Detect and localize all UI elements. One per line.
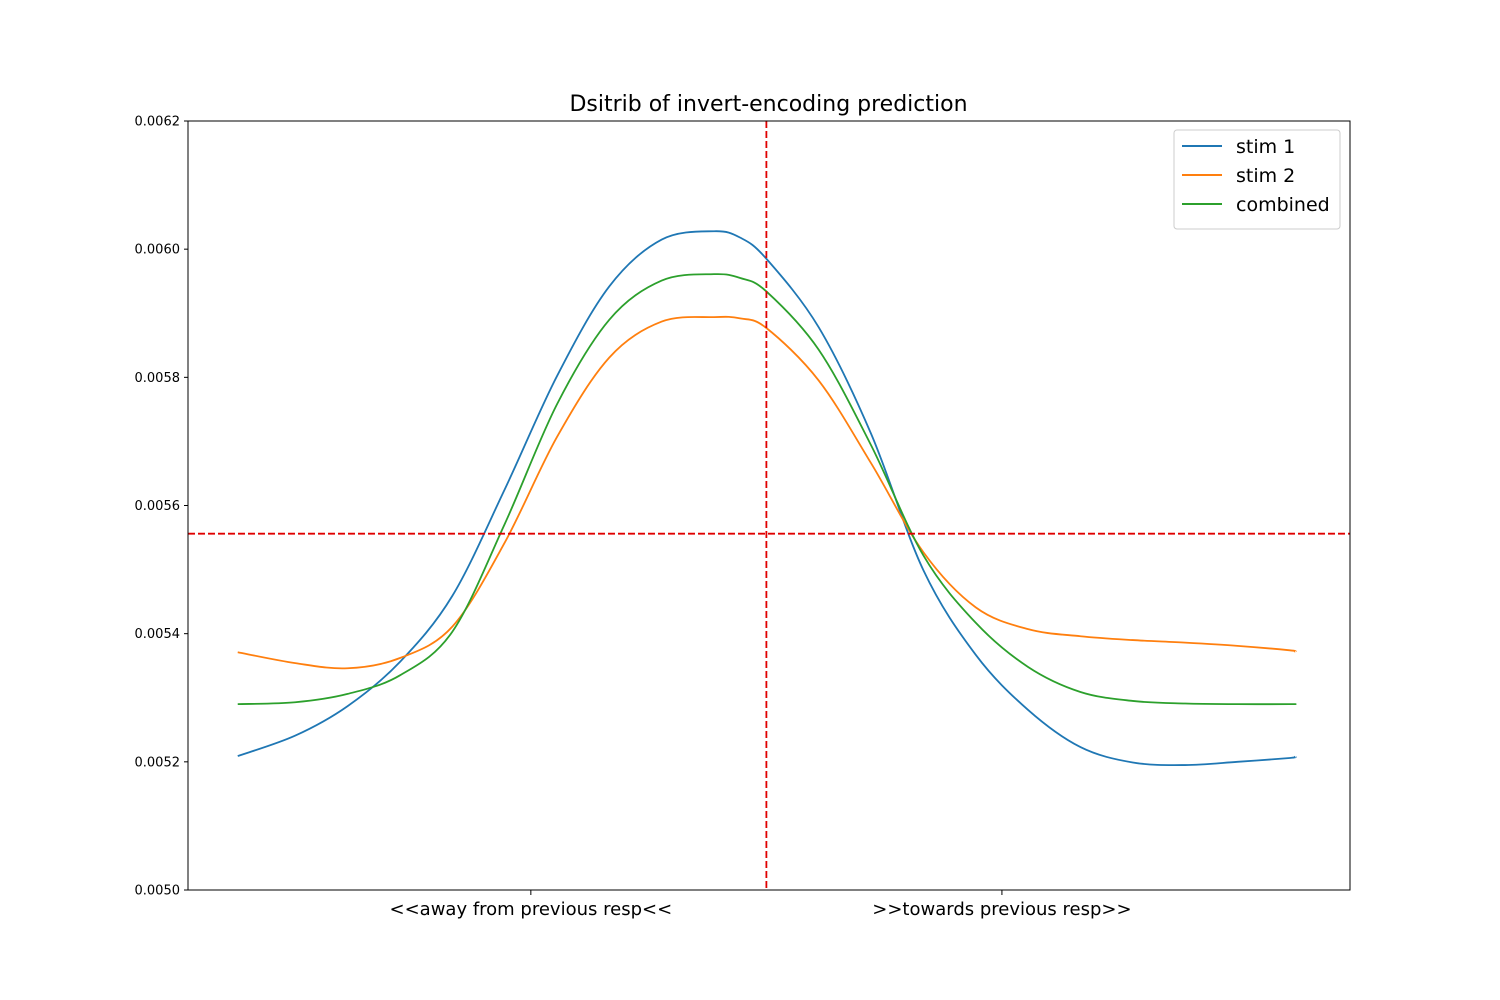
y-tick-label: 0.0050 [135,884,181,899]
y-tick-label: 0.0056 [135,499,181,514]
y-tick-label: 0.0052 [135,755,181,770]
y-tick-label: 0.0062 [135,115,181,130]
legend-label: combined [1236,194,1330,216]
y-axis: 0.0050 0.0052 0.0054 0.0056 0.0058 0.0060 0.00… [135,115,188,899]
series-line-stim-1 [237,230,1297,767]
legend: stim 1 stim 2 combined [1173,129,1341,230]
y-tick-label: 0.0060 [135,243,181,258]
y-tick-label: 0.0054 [135,627,181,642]
x-tick-label: <<away from previous resp<< [390,899,673,920]
legend-label: stim 2 [1236,165,1295,187]
x-axis: <<away from previous resp<< >>towards pre… [390,890,1132,920]
y-tick-label: 0.0058 [135,371,181,386]
plot-area [188,121,1350,890]
legend-label: stim 1 [1236,136,1295,158]
chart-title: Dsitrib of invert-encoding prediction [569,92,967,117]
x-tick-label: >>towards previous resp>> [872,899,1131,920]
